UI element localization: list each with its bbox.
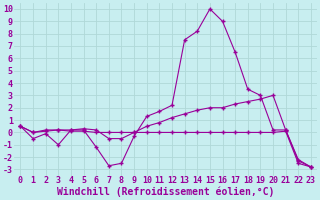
X-axis label: Windchill (Refroidissement éolien,°C): Windchill (Refroidissement éolien,°C): [57, 187, 274, 197]
